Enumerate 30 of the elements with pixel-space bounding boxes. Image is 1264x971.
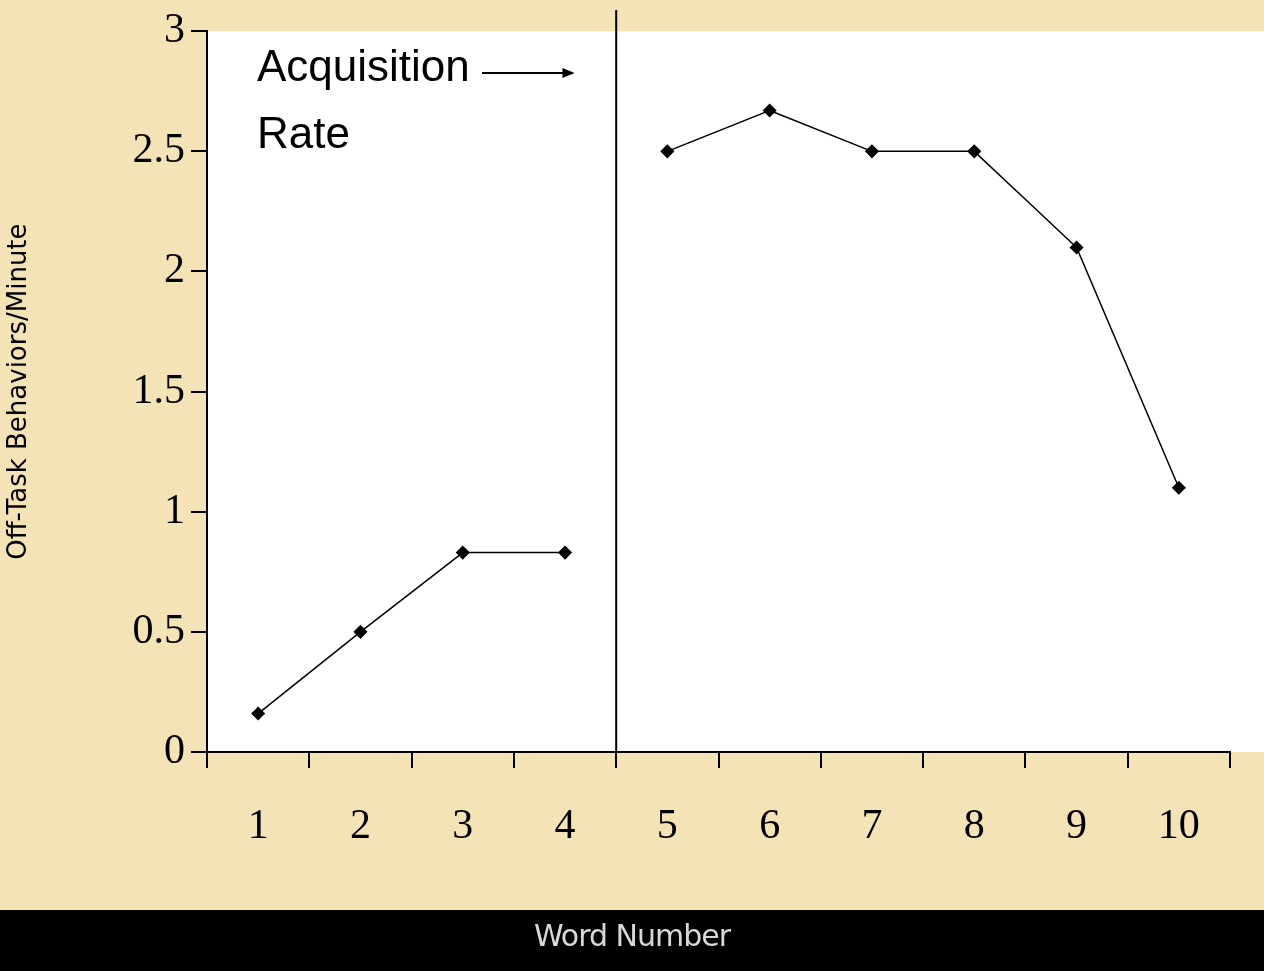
point [251,706,265,721]
point [1172,480,1186,495]
x-tick-label: 2 [349,801,371,848]
point [865,144,879,159]
point [660,144,675,159]
x-axis-title: Word Number [532,918,732,953]
y-tick-label: 0 [164,726,185,773]
y-tick-label: 2.5 [132,125,185,172]
point [762,103,777,118]
y-tick-label: 1.5 [132,365,185,412]
point [456,545,470,560]
x-tick-label: 6 [759,801,781,848]
point [1069,240,1084,255]
x-tick-label: 3 [452,801,474,848]
y-tick-label: 2 [164,245,185,292]
point [353,625,368,639]
x-tick-label: 9 [1066,801,1088,848]
y-tick-label: 1 [164,485,185,532]
x-tick-label: 1 [247,801,269,848]
x-tick-label: 10 [1157,801,1200,848]
ref-line-label: Acquisition Rate [257,41,470,158]
y-axis-title: Off-Task Behaviors/Minute [2,223,33,560]
x-tick-label: 7 [861,801,883,848]
point [558,545,572,560]
x-tick-label: 5 [656,801,678,848]
y-tick-label: 3 [164,5,185,52]
point [967,144,981,159]
x-tick-label: 8 [963,801,985,848]
x-tick-label: 4 [554,801,576,848]
y-tick-label: 0.5 [132,605,185,652]
